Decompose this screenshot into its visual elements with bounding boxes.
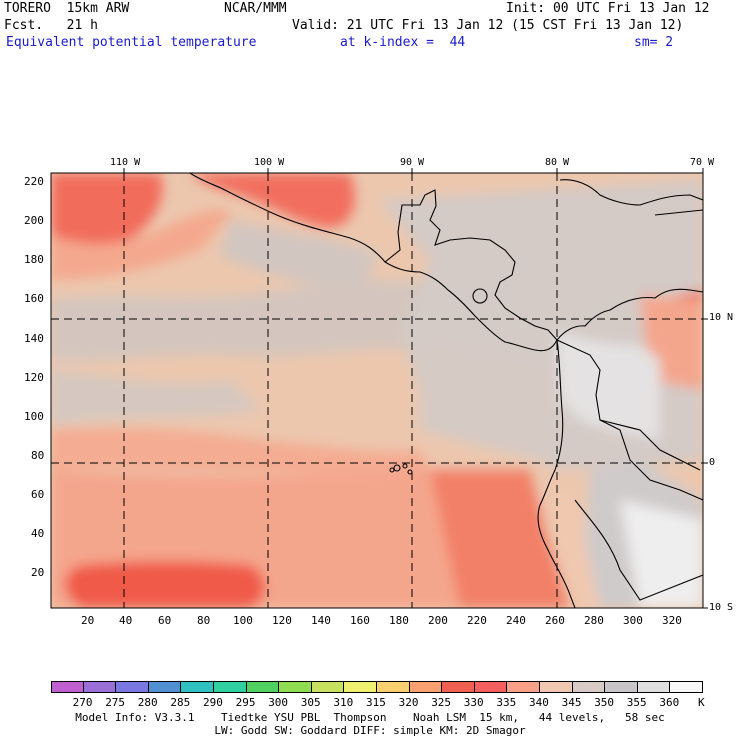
lon-label-100w: 100 W [254,157,285,168]
y-tick-label: 20 [31,566,45,579]
colorbar-label: 330 [463,696,484,709]
x-tick-label: 100 [233,614,253,627]
colorbar-swatch [246,681,280,693]
colorbar-label: 280 [137,696,158,709]
colorbar-unit: K [698,696,705,709]
colorbar-label: 360 [659,696,680,709]
colorbar-label: 305 [300,696,321,709]
colorbar-swatch [442,681,475,693]
colorbar-swatch [540,681,573,693]
lat-label-0: 0 [709,457,716,468]
x-tick-label: 260 [545,614,565,627]
colorbar-swatch [409,681,443,693]
valid-time: Valid: 21 UTC Fri 13 Jan 12 (15 CST Fri … [292,18,684,33]
colorbar-label: 290 [203,696,223,709]
y-tick-label: 160 [24,292,44,305]
lon-label-110w: 110 W [110,157,141,168]
x-tick-label: 60 [158,614,172,627]
colorbar-label: 345 [561,696,582,709]
colorbar-swatch [377,681,410,693]
x-tick-label: 40 [119,614,133,627]
colorbar-label: 315 [366,696,386,709]
plot-frame [50,172,704,609]
x-tick-label: 20 [81,614,95,627]
x-tick-label: 320 [662,614,682,627]
y-tick-label: 100 [24,410,44,423]
colorbar-swatch [344,681,377,693]
colorbar-swatch [605,681,638,693]
x-tick-label: 200 [428,614,448,627]
colorbar-swatch [572,681,606,693]
lat-label-10n: 10 N [709,312,734,323]
forecast-hour: Fcst. 21 h [4,18,98,33]
colorbar-label: 270 [72,696,93,709]
colorbar-label: 350 [594,696,615,709]
colorbar-swatch [279,681,312,693]
colorbar-label: 340 [529,696,549,709]
field-name: Equivalent potential temperature [6,35,257,50]
lon-label-70w: 70 W [690,157,715,168]
y-tick-label: 180 [24,253,44,266]
colorbar-label: 275 [105,696,126,709]
x-tick-label: 220 [467,614,487,627]
colorbar-swatch [148,681,182,693]
colorbar-swatch [507,681,540,693]
colorbar-label: 320 [398,696,419,709]
colorbar-label: 295 [235,696,256,709]
colorbar-swatch [83,681,117,693]
colorbar-swatch [51,681,84,693]
colorbar-swatch [474,681,508,693]
model-info-line1: Model Info: V3.3.1 Tiedtke YSU PBL Thomp… [75,711,665,724]
colorbar-label: 355 [626,696,647,709]
coastlines [189,173,703,608]
lat-label-10s: 10 S [709,602,734,613]
colorbar-label: 310 [333,696,354,709]
x-tick-label: 300 [623,614,643,627]
model-name: TORERO 15km ARW [4,1,130,16]
x-tick-label: 120 [272,614,292,627]
level-label: at k-index = 44 [340,35,466,50]
colorbar-frame [51,681,703,693]
lon-label-80w: 80 W [545,157,570,168]
y-tick-label: 60 [31,488,45,501]
smoothing-label: sm= 2 [634,35,674,50]
colorbar-label: 285 [170,696,191,709]
y-tick-label: 80 [31,449,45,462]
colorbar-label: 335 [496,696,517,709]
colorbar-label: 300 [268,696,289,709]
x-tick-label: 80 [197,614,211,627]
colorbar-swatch [214,681,247,693]
x-tick-label: 140 [311,614,331,627]
x-tick-label: 280 [584,614,604,627]
colorbar-label: 325 [431,696,452,709]
lon-label-90w: 90 W [400,157,425,168]
lat-lon-grid [51,173,703,608]
y-tick-label: 200 [24,214,44,227]
y-tick-label: 40 [31,527,45,540]
x-tick-label: 240 [506,614,526,627]
colorbar-swatch [181,681,214,693]
colorbar-swatch [637,681,671,693]
x-tick-label: 160 [350,614,370,627]
init-time: Init: 00 UTC Fri 13 Jan 12 [506,1,710,16]
axis-ticks [123,168,708,609]
y-tick-label: 140 [24,332,44,345]
center-name: NCAR/MMM [224,1,287,16]
y-tick-label: 220 [24,175,44,188]
y-tick-label: 120 [24,371,44,384]
colorbar-swatch [311,681,345,693]
colorbar-swatch [116,681,149,693]
model-info-line2: LW: Godd SW: Goddard DIFF: simple KM: 2D… [214,724,526,737]
x-tick-label: 180 [389,614,409,627]
